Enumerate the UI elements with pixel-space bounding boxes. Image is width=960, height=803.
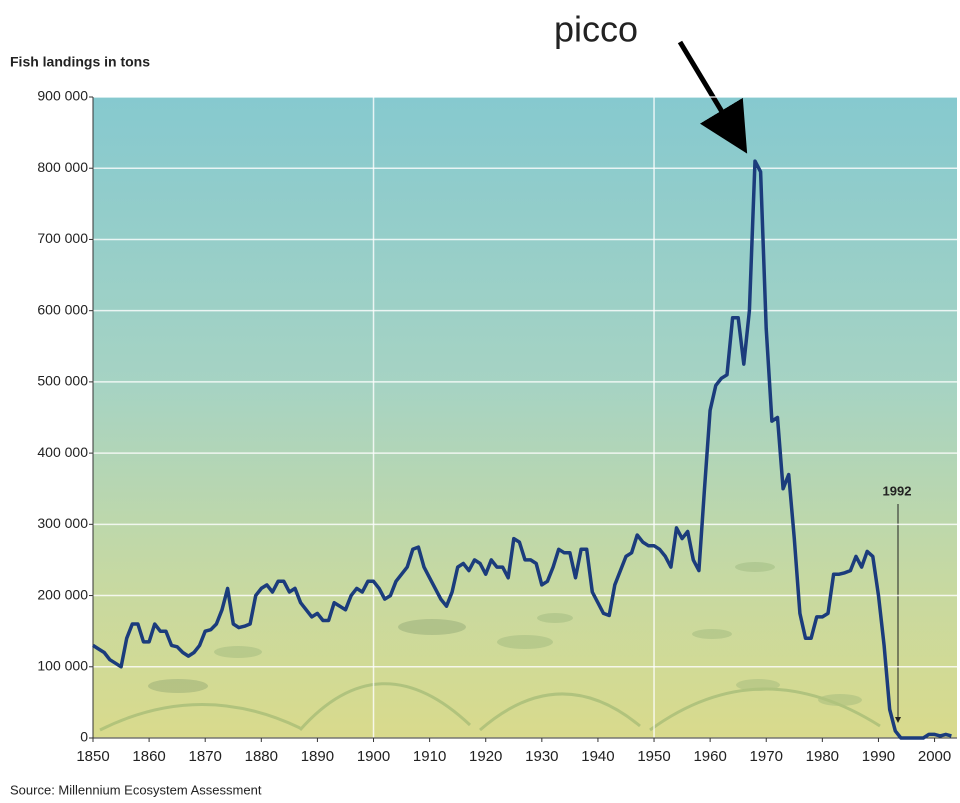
annotation: picco <box>554 9 638 50</box>
chart: Fish landings in tons Source: Millennium… <box>0 0 960 803</box>
y-tick-label: 600 000 <box>37 301 88 317</box>
x-tick-label: 1850 <box>76 748 109 765</box>
x-tick-label: 1940 <box>581 748 614 765</box>
source: Source: Millennium Ecosystem Assessment <box>10 782 262 797</box>
x-tick-label: 1930 <box>525 748 558 765</box>
y-tick-label: 100 000 <box>37 657 88 673</box>
y-tick-label: 800 000 <box>37 159 88 175</box>
y-tick-label: 900 000 <box>37 88 88 104</box>
y-tick-label: 300 000 <box>37 515 88 531</box>
y-tick-label: 500 000 <box>37 373 88 389</box>
x-tick-label: 2000 <box>918 748 951 765</box>
x-tick-label: 1980 <box>806 748 839 765</box>
x-tick-label: 1890 <box>301 748 334 765</box>
annotation: 1992 <box>883 483 912 498</box>
x-tick-label: 1910 <box>413 748 446 765</box>
x-tick-label: 1970 <box>750 748 783 765</box>
chart-title: Fish landings in tons <box>10 54 150 70</box>
x-tick-label: 1990 <box>862 748 895 765</box>
x-tick-label: 1960 <box>693 748 726 765</box>
y-tick-label: 0 <box>80 729 88 745</box>
x-tick-label: 1870 <box>189 748 222 765</box>
y-tick-label: 700 000 <box>37 230 88 246</box>
x-tick-label: 1880 <box>245 748 278 765</box>
y-tick-label: 200 000 <box>37 586 88 602</box>
x-tick-label: 1950 <box>637 748 670 765</box>
x-tick-label: 1920 <box>469 748 502 765</box>
x-tick-label: 1900 <box>357 748 390 765</box>
x-tick-label: 1860 <box>132 748 165 765</box>
y-tick-label: 400 000 <box>37 444 88 460</box>
